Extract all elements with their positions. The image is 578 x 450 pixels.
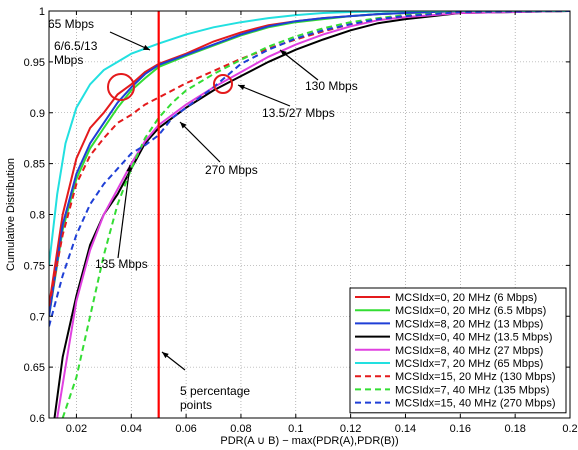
x-tick-label: 0.14 xyxy=(395,423,416,435)
annotation-label: 130 Mbps xyxy=(305,79,358,93)
y-tick-label: 0.65 xyxy=(24,362,45,374)
legend: MCSIdx=0, 20 MHz (6 Mbps)MCSIdx=0, 20 MH… xyxy=(349,287,567,414)
y-tick-label: 0.95 xyxy=(24,57,45,69)
y-tick-label: 0.8 xyxy=(30,210,45,222)
annotation-label: 270 Mbps xyxy=(205,163,258,177)
series-line-3 xyxy=(49,11,570,317)
x-axis-label: PDR(A ∪ B) − max(PDR(A),PDR(B)) xyxy=(220,435,398,447)
annotation-arrowhead xyxy=(180,122,187,129)
annotation-arrow xyxy=(117,164,131,259)
legend-entry: MCSIdx=8, 20 MHz (13 Mbps) xyxy=(395,318,543,330)
y-tick-label: 0.7 xyxy=(30,311,45,323)
annotation-arrowhead xyxy=(280,50,287,57)
series-line-8 xyxy=(61,11,570,418)
x-tick-label: 0.16 xyxy=(450,423,471,435)
legend-entry: MCSIdx=0, 40 MHz (13.5 Mbps) xyxy=(395,332,552,344)
legend-entry: MCSIdx=0, 20 MHz (6 Mbps) xyxy=(395,292,537,304)
axes xyxy=(48,10,571,419)
x-tick-label: 0.06 xyxy=(175,423,196,435)
tick-labels: 0.02 0.04 0.06 0.08 0.1 0.12 0.14 0.16 0.18 0.2 0.… xyxy=(24,6,578,435)
legend-entry: MCSIdx=0, 20 MHz (6.5 Mbps) xyxy=(395,305,546,317)
series-lines xyxy=(49,11,570,418)
annotation-label: 13.5/27 Mbps xyxy=(262,106,335,120)
annotation-arrowhead xyxy=(143,44,150,50)
y-tick-label: 0.9 xyxy=(30,108,45,120)
annotation-label: points xyxy=(180,398,212,412)
series-line-9 xyxy=(49,11,570,327)
x-tick-label: 0.12 xyxy=(340,423,361,435)
x-tick-label: 0.02 xyxy=(66,423,87,435)
legend-entry: MCSIdx=8, 40 MHz (27 Mbps) xyxy=(395,345,543,357)
legend-entry: MCSIdx=15, 20 MHz (130 Mbps) xyxy=(395,371,555,383)
y-axis-label: Cumulative Distribution xyxy=(5,158,17,271)
x-tick-label: 0.08 xyxy=(230,423,251,435)
x-tick-label: 0.1 xyxy=(288,423,303,435)
highlight-circle xyxy=(107,73,135,101)
annotation-label: 135 Mbps xyxy=(95,257,148,271)
annotation-arrow xyxy=(237,84,291,107)
annotation-arrow xyxy=(109,31,151,51)
y-tick-label: 1 xyxy=(39,6,45,18)
annotation-label: 5 percentage xyxy=(180,384,250,398)
highlight-circle xyxy=(213,74,233,94)
annotation-label: 6/6.5/13 xyxy=(54,39,98,53)
annotation-arrowhead xyxy=(238,84,245,90)
y-tick-label: 0.85 xyxy=(24,159,45,171)
annotation-arrow xyxy=(179,121,221,163)
annotation-arrowhead xyxy=(162,352,169,359)
x-tick-label: 0.04 xyxy=(121,423,142,435)
legend-entry: MCSIdx=15, 40 MHz (270 Mbps) xyxy=(395,398,555,410)
annotation-arrowhead xyxy=(126,165,132,172)
legend-entry: MCSIdx=7, 40 MHz (135 Mbps) xyxy=(395,384,549,396)
legend-entry: MCSIdx=7, 20 MHz (65 Mbps) xyxy=(395,358,543,370)
y-tick-label: 0.75 xyxy=(24,260,45,272)
y-tick-label: 0.6 xyxy=(30,413,45,425)
annotation-arrow xyxy=(279,49,319,81)
annotation-label: 65 Mbps xyxy=(48,17,94,31)
annotation-label: Mbps xyxy=(54,53,83,67)
x-tick-label: 0.2 xyxy=(562,423,577,435)
x-tick-label: 0.18 xyxy=(504,423,525,435)
series-line-5 xyxy=(56,11,570,418)
